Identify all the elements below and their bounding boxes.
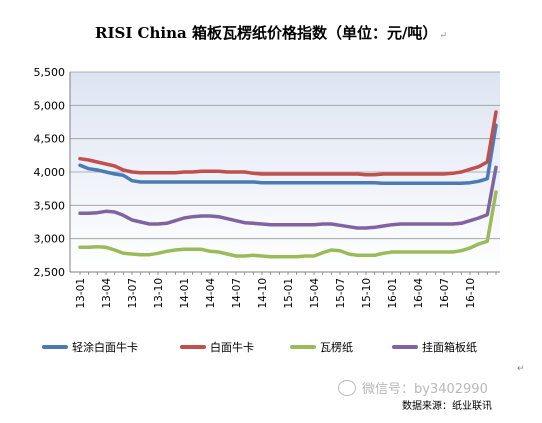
legend-label-4: 挂面箱板纸: [422, 341, 477, 354]
y-tick-label: 5,500: [34, 66, 66, 79]
series-line-4: [78, 165, 498, 230]
x-tick-label: 15-04: [309, 278, 321, 309]
y-tick-label: 5,000: [34, 99, 66, 112]
x-tick-label: 15-10: [361, 278, 373, 309]
title-return-mark: ↵: [439, 31, 447, 41]
x-tick-label: 16-07: [439, 278, 451, 309]
x-tick-label: 15-07: [335, 278, 347, 309]
x-tick-label: 13-07: [127, 278, 139, 309]
legend-item-1: 轻涂白面牛卡: [42, 339, 138, 355]
chart-title: RISI China 箱板瓦楞纸价格指数（单位：元/吨） ↵: [0, 22, 542, 43]
wechat-watermark: 微信号：by3402990: [338, 378, 488, 397]
legend-label-1: 轻涂白面牛卡: [72, 341, 138, 354]
x-tick-label: 14-01: [179, 278, 191, 309]
wechat-icon: [338, 379, 356, 396]
y-tick-label: 4,000: [34, 166, 66, 179]
legend-item-4: 挂面箱板纸: [392, 339, 477, 355]
series-line-3: [78, 190, 498, 259]
series-line-1: [78, 123, 498, 186]
x-tick-label: 14-07: [231, 278, 243, 309]
x-tick-label: 16-10: [465, 278, 477, 309]
x-tick-label: 13-01: [75, 278, 87, 309]
legend-item-2: 白面牛卡: [180, 339, 254, 355]
legend-label-3: 瓦楞纸: [320, 341, 353, 354]
x-tick-label: 16-04: [413, 278, 425, 309]
y-tick-label: 2,500: [34, 266, 66, 279]
x-tick-label: 15-01: [283, 278, 295, 309]
y-tick-label: 3,000: [34, 233, 66, 246]
legend-swatch-4: [392, 345, 418, 349]
y-tick-label: 3,500: [34, 199, 66, 212]
legend-swatch-1: [42, 345, 68, 349]
y-tick-label: 4,500: [34, 133, 66, 146]
legend-swatch-2: [180, 345, 206, 349]
x-tick-label: 13-10: [153, 278, 165, 309]
x-tick-label: 13-04: [101, 278, 113, 309]
legend-item-3: 瓦楞纸: [290, 339, 353, 355]
corner-return-mark: ↵: [517, 364, 525, 374]
watermark-text: 微信号：by3402990: [362, 382, 488, 397]
x-tick-label: 16-01: [387, 278, 399, 309]
x-tick-label: 14-10: [257, 278, 269, 309]
chart-title-text: RISI China 箱板瓦楞纸价格指数（单位：元/吨）: [95, 24, 438, 42]
legend-swatch-3: [290, 345, 316, 349]
legend-label-2: 白面牛卡: [210, 341, 254, 354]
series-line-2: [78, 110, 498, 177]
x-tick-label: 14-04: [205, 278, 217, 309]
data-source-note: 数据来源：纸业联讯: [402, 401, 492, 412]
